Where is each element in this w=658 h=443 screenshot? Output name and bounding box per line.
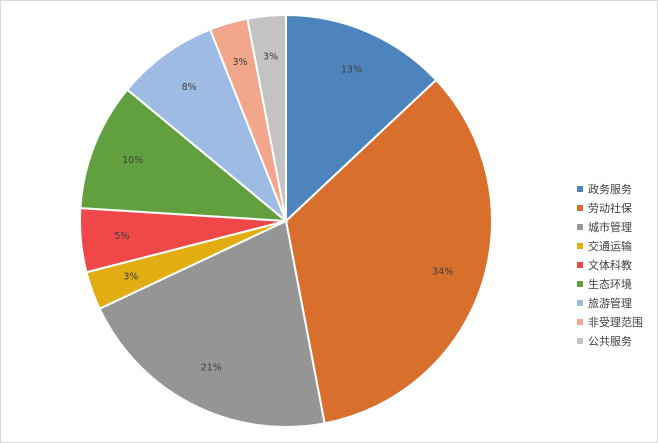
pie-slice-5	[79, 88, 290, 223]
legend-swatch	[577, 280, 583, 287]
pie-slice-1	[284, 78, 493, 425]
data-label-0: 13%	[341, 64, 362, 75]
legend-swatch	[577, 299, 583, 306]
pie-slice-0	[285, 13, 438, 224]
data-label-4: 5%	[114, 231, 129, 242]
legend-label: 生态环境	[588, 277, 632, 291]
legend-swatch	[577, 223, 583, 230]
pie-slice-8	[246, 13, 287, 222]
data-label-7: 3%	[232, 57, 247, 68]
legend-label: 公共服务	[588, 334, 632, 348]
data-label-3: 3%	[123, 271, 138, 282]
legend-label: 劳动社保	[588, 201, 632, 215]
legend-item-1: 劳动社保	[577, 198, 643, 217]
legend-item-4: 文体科教	[577, 255, 643, 274]
legend-item-6: 旅游管理	[577, 293, 643, 312]
legend-swatch	[577, 337, 583, 344]
legend: 政务服务劳动社保城市管理交通运输文体科教生态环境旅游管理非受理范围公共服务	[577, 179, 643, 350]
data-label-5: 10%	[122, 155, 143, 166]
legend-label: 城市管理	[588, 220, 632, 234]
data-label-8: 3%	[263, 51, 278, 62]
data-label-6: 8%	[182, 82, 197, 93]
legend-label: 文体科教	[588, 258, 632, 272]
pie-slice-6	[125, 28, 287, 222]
legend-label: 政务服务	[588, 182, 632, 196]
legend-label: 非受理范围	[588, 315, 643, 329]
legend-item-3: 交通运输	[577, 236, 643, 255]
legend-item-8: 公共服务	[577, 331, 643, 350]
legend-item-5: 生态环境	[577, 274, 643, 293]
legend-item-7: 非受理范围	[577, 312, 643, 331]
legend-swatch	[577, 261, 583, 268]
legend-swatch	[577, 185, 583, 192]
legend-swatch	[577, 318, 583, 325]
pie-slice-2	[98, 219, 326, 428]
legend-label: 交通运输	[588, 239, 632, 253]
legend-label: 旅游管理	[588, 296, 632, 310]
legend-swatch	[577, 204, 583, 211]
legend-item-0: 政务服务	[577, 179, 643, 198]
legend-swatch	[577, 242, 583, 249]
legend-item-2: 城市管理	[577, 217, 643, 236]
data-label-1: 34%	[432, 266, 453, 277]
data-label-2: 21%	[201, 362, 222, 373]
